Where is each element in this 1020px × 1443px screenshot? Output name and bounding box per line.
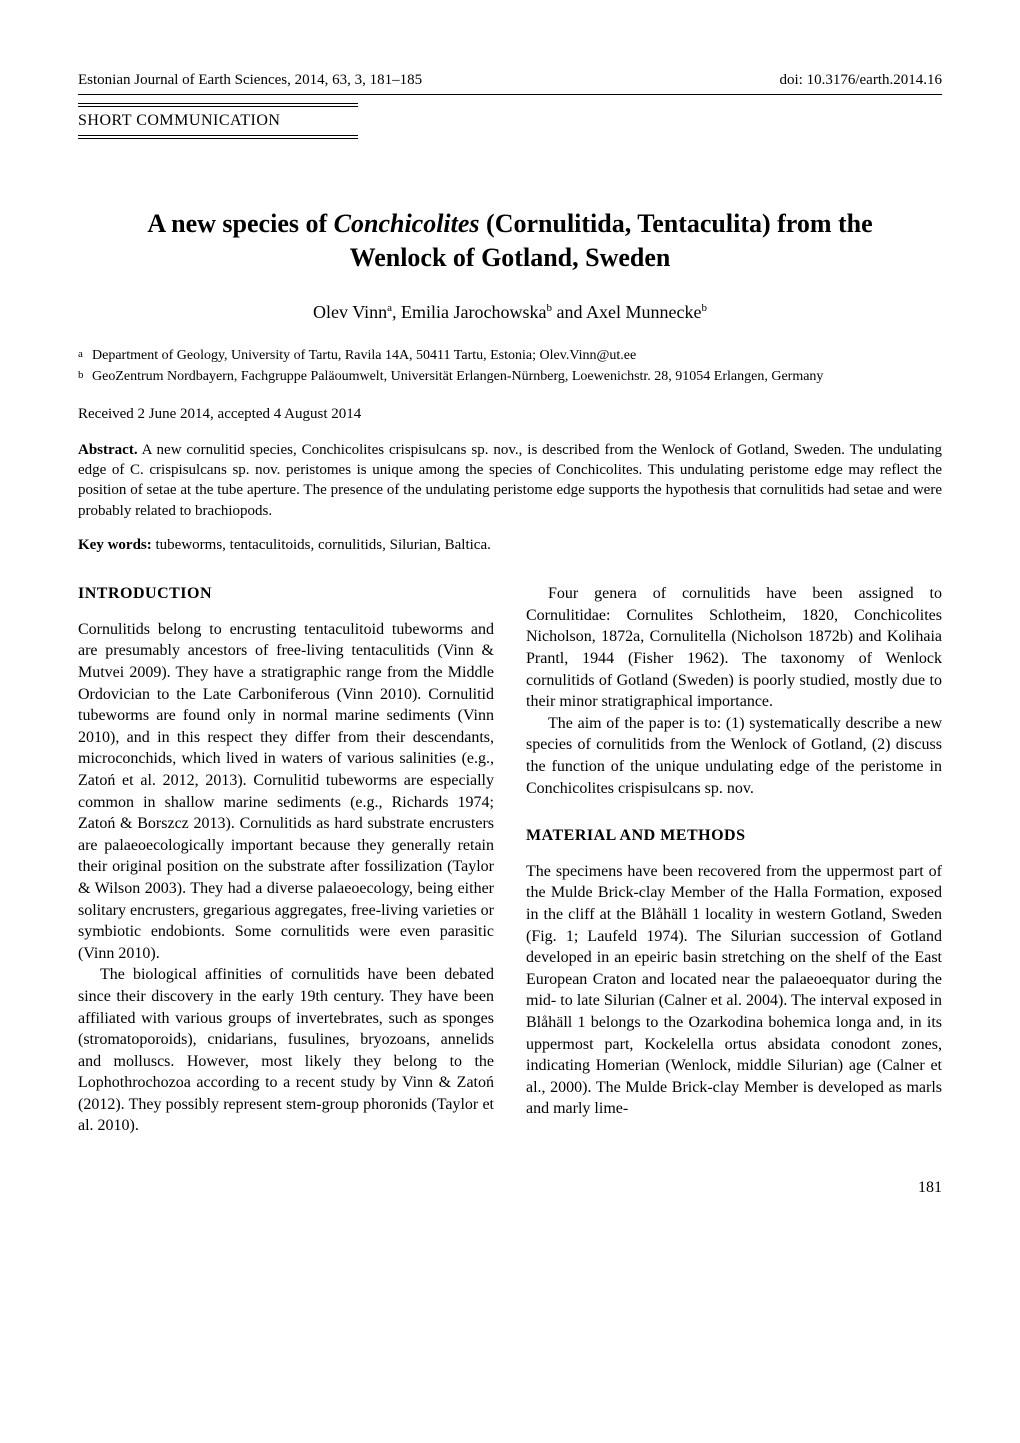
affil-marker-a: a xyxy=(78,348,83,360)
abstract-block: Abstract. A new cornulitid species, Conc… xyxy=(78,440,942,521)
title-part1: A new species of xyxy=(147,209,333,238)
article-title: A new species of Conchicolites (Cornulit… xyxy=(78,207,942,275)
section-gap xyxy=(526,799,942,825)
short-comm-rule-bot1 xyxy=(78,135,358,136)
author-1: Olev Vinn xyxy=(313,302,387,322)
intro-paragraph-2: The biological affinities of cornulitids… xyxy=(78,964,494,1137)
header-rule xyxy=(78,94,942,95)
affil-text-b: GeoZentrum Nordbayern, Fachgruppe Paläou… xyxy=(92,368,942,388)
methods-paragraph-1: The specimens have been recovered from t… xyxy=(526,861,942,1120)
keywords-text: tubeworms, tentaculitoids, cornulitids, … xyxy=(152,537,491,553)
right-column: Four genera of cornulitids have been ass… xyxy=(526,583,942,1137)
keywords-label: Key words: xyxy=(78,537,152,553)
short-communication-label: SHORT COMMUNICATION xyxy=(78,107,358,135)
received-accepted-dates: Received 2 June 2014, accepted 4 August … xyxy=(78,404,942,424)
body-columns: INTRODUCTION Cornulitids belong to encru… xyxy=(78,583,942,1137)
affiliation-row: b GeoZentrum Nordbayern, Fachgruppe Palä… xyxy=(78,368,942,388)
authors-line: Olev Vinna, Emilia Jarochowskab and Axel… xyxy=(78,300,942,324)
short-comm-rule-bot2 xyxy=(78,138,358,139)
doi-text: doi: 10.3176/earth.2014.16 xyxy=(780,70,942,90)
abstract-label: Abstract. xyxy=(78,442,138,458)
abstract-text: A new cornulitid species, Conchicolites … xyxy=(78,442,942,519)
intro-paragraph-3: Four genera of cornulitids have been ass… xyxy=(526,583,942,713)
affiliations-block: a Department of Geology, University of T… xyxy=(78,347,942,388)
affiliation-row: a Department of Geology, University of T… xyxy=(78,347,942,367)
title-part1b: (Cornulitida, Tentaculita) from the xyxy=(480,209,873,238)
author-3-affil-marker: b xyxy=(701,302,707,314)
running-header: Estonian Journal of Earth Sciences, 2014… xyxy=(78,70,942,90)
intro-paragraph-4: The aim of the paper is to: (1) systemat… xyxy=(526,713,942,799)
short-communication-block: SHORT COMMUNICATION xyxy=(78,103,358,139)
section-heading-material-methods: MATERIAL AND METHODS xyxy=(526,825,942,847)
affil-text-a: Department of Geology, University of Tar… xyxy=(92,347,942,367)
affil-marker-b: b xyxy=(78,369,84,381)
journal-citation: Estonian Journal of Earth Sciences, 2014… xyxy=(78,70,422,90)
page-number: 181 xyxy=(78,1177,942,1199)
title-italic-genus: Conchicolites xyxy=(334,209,480,238)
author-sep-1: , Emilia Jarochowska xyxy=(392,302,546,322)
intro-paragraph-1: Cornulitids belong to encrusting tentacu… xyxy=(78,619,494,965)
title-line2: Wenlock of Gotland, Sweden xyxy=(350,243,671,272)
section-heading-introduction: INTRODUCTION xyxy=(78,583,494,605)
left-column: INTRODUCTION Cornulitids belong to encru… xyxy=(78,583,494,1137)
author-and: and Axel Munnecke xyxy=(552,302,701,322)
keywords-block: Key words: tubeworms, tentaculitoids, co… xyxy=(78,535,942,555)
short-comm-rule-top xyxy=(78,103,358,104)
